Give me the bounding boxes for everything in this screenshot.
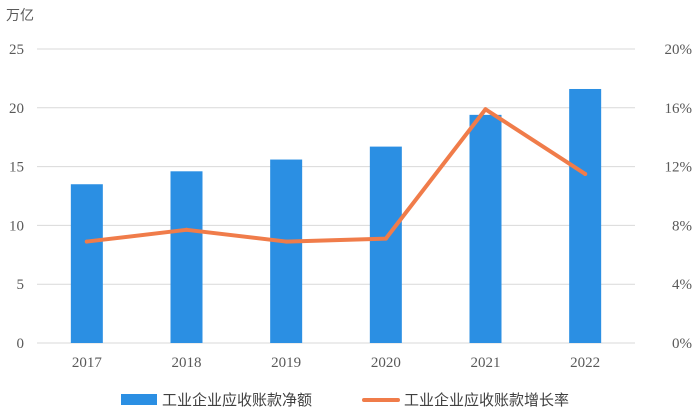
line-point <box>383 236 388 241</box>
x-axis-tick-label: 2018 <box>172 355 202 371</box>
right-axis-tick-label: 20% <box>665 42 693 58</box>
right-axis-tick-label: 8% <box>672 218 692 234</box>
left-axis-tick-label: 5 <box>17 277 25 293</box>
line-series <box>84 107 588 244</box>
x-axis-tick-label: 2017 <box>72 355 103 371</box>
bar <box>369 146 402 343</box>
bar <box>469 114 502 343</box>
right-axis-tick-label: 12% <box>665 160 693 176</box>
left-axis-unit: 万亿 <box>6 8 34 24</box>
legend-line-label: 工业企业应收账款增长率 <box>404 391 569 409</box>
x-axis-tick-label: 2021 <box>471 355 501 371</box>
right-axis-tick-label: 0% <box>672 336 692 352</box>
left-axis-tick-label: 0 <box>17 336 25 352</box>
left-axis-tick-label: 10 <box>9 218 24 234</box>
right-axis-ticks: 0% 4% 8% 12% 16% 20% <box>665 42 693 352</box>
legend: 工业企业应收账款净额 工业企业应收账款增长率 <box>121 391 569 409</box>
bar-series <box>70 88 602 343</box>
bar <box>170 171 203 343</box>
gridlines <box>37 48 635 344</box>
line-path <box>84 107 588 244</box>
line-point <box>84 239 89 244</box>
left-axis-ticks: 0 5 10 15 20 25 <box>9 42 24 352</box>
line-point <box>184 227 189 232</box>
line-point <box>583 171 588 176</box>
left-axis-tick-label: 20 <box>9 101 24 117</box>
bar <box>569 88 602 343</box>
legend-bar-label: 工业企业应收账款净额 <box>162 391 312 409</box>
x-axis-tick-label: 2022 <box>570 355 600 371</box>
x-axis-tick-label: 2019 <box>271 355 301 371</box>
bar <box>270 159 303 343</box>
line-point <box>483 107 488 112</box>
line-point <box>284 239 289 244</box>
x-axis-tick-label: 2020 <box>371 355 401 371</box>
right-axis-tick-label: 4% <box>672 277 692 293</box>
left-axis-tick-label: 15 <box>9 160 24 176</box>
x-axis-ticks: 2017 2018 2019 2020 2021 2022 <box>72 355 600 371</box>
right-axis-tick-label: 16% <box>665 101 693 117</box>
left-axis-tick-label: 25 <box>9 42 24 58</box>
bar <box>70 184 103 343</box>
legend-bar-swatch <box>121 394 157 405</box>
